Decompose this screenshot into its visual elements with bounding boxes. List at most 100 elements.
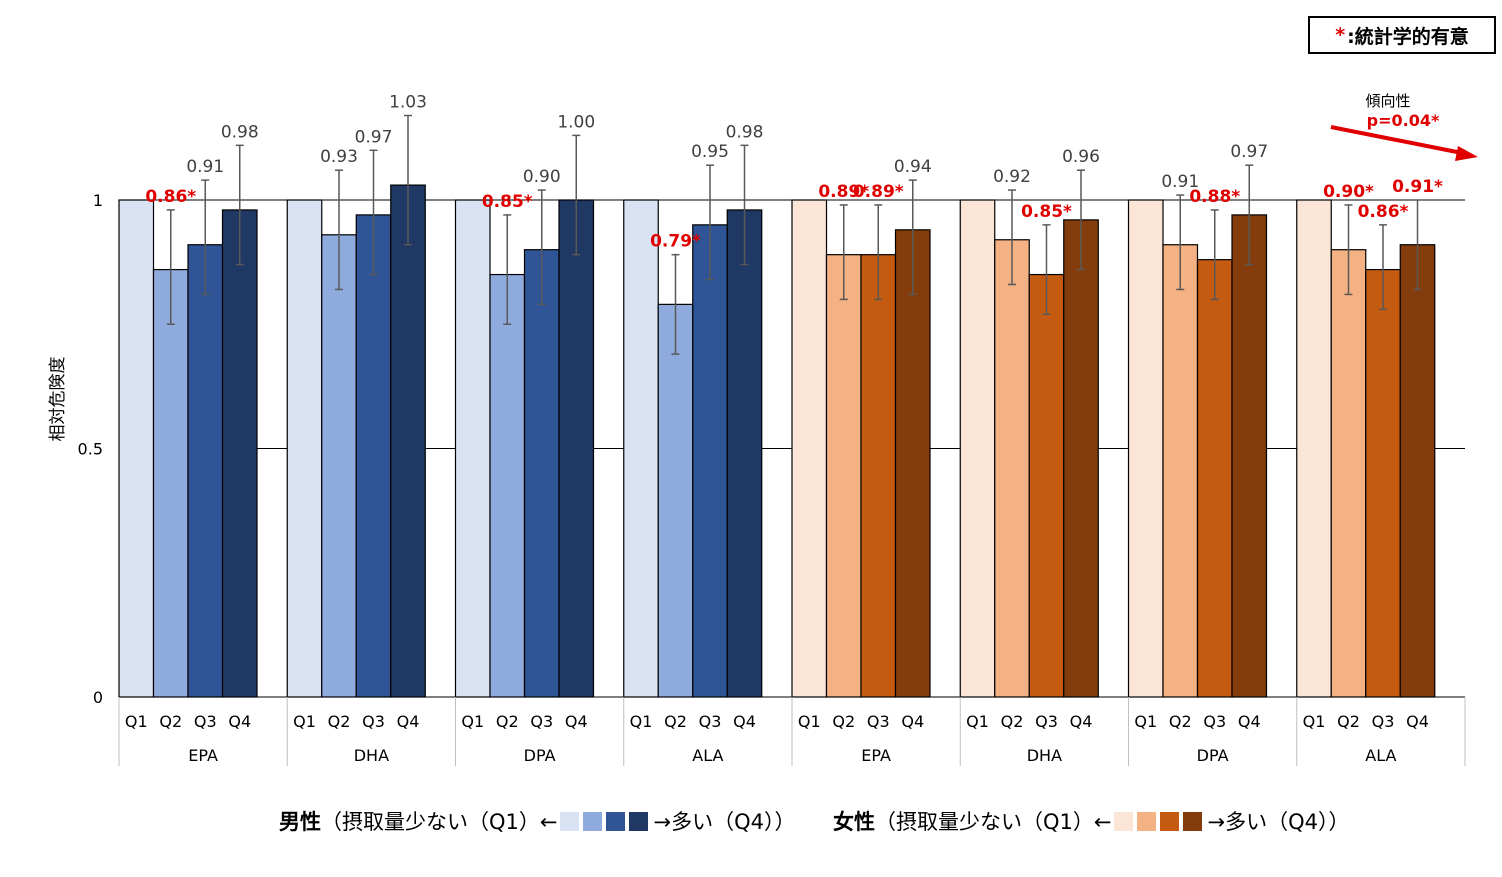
data-label: 0.79* (650, 232, 701, 252)
bar-male-dha-q4 (390, 184, 426, 698)
quartile-tick-label: Q2 (664, 712, 687, 731)
legend-male-sex: 男性 (279, 810, 321, 834)
bars (118, 184, 1436, 698)
legend-male-text-after: →多い（Q4）） (653, 810, 796, 834)
bar-male-ala-q4 (726, 209, 763, 698)
significance-text: :統計学的有意 (1347, 25, 1469, 48)
bar-female-ala-q2 (1330, 249, 1367, 698)
bar-female-dpa-q1 (1127, 199, 1164, 698)
data-label: 0.90 (523, 167, 561, 187)
error-bars (166, 114, 1422, 355)
bar-male-dpa-q4 (558, 199, 595, 698)
legend-male-swatches (559, 811, 652, 831)
bar-male-ala-q3 (692, 224, 728, 698)
bar-female-epa-q2 (825, 254, 862, 698)
bar-male-dpa-q3 (523, 249, 560, 698)
legend-female-sex: 女性 (833, 810, 875, 834)
legend-female-swatch-q3 (1159, 811, 1179, 831)
legend-male-swatch-q2 (582, 811, 602, 831)
bar-female-epa-q3 (860, 254, 897, 698)
quartile-tick-label: Q2 (832, 712, 855, 731)
legend-male-swatch-q3 (605, 811, 625, 831)
bar-female-dha-q3 (1028, 273, 1065, 698)
data-label: 0.91 (1161, 172, 1199, 192)
legend-female-swatch-q1 (1113, 811, 1133, 831)
bar-female-ala-q1 (1296, 199, 1332, 698)
nutrient-label: DPA (524, 746, 556, 765)
data-label: 0.88* (1189, 187, 1240, 207)
bar-male-ala-q2 (657, 303, 694, 698)
bar-male-dha-q2 (321, 234, 357, 698)
trend-arrow-line (1330, 125, 1463, 155)
quartile-tick-label: Q2 (159, 712, 182, 731)
data-label: 0.98 (726, 122, 764, 142)
quartile-tick-label: Q4 (397, 712, 420, 731)
data-label: 0.94 (894, 157, 932, 177)
trend-label: 傾向性 (1365, 92, 1410, 110)
bar-female-dpa-q2 (1162, 244, 1199, 698)
quartile-tick-label: Q1 (1303, 712, 1326, 731)
bar-male-dpa-q1 (454, 199, 491, 698)
data-label: 0.91 (186, 157, 224, 177)
quartile-tick-label: Q4 (901, 712, 924, 731)
trend-annotation: 傾向性 p=0.04* (1330, 92, 1478, 161)
axes: 0 0.5 1 相対危険度 Q1 Q2 Q3 Q4 EPA Q1 Q2 Q3 Q4 DHA Q1 Q2 Q3 Q4… (48, 191, 1466, 766)
legend-male-swatch-q4 (628, 811, 648, 831)
bar-female-dha-q2 (994, 239, 1030, 698)
quartile-tick-label: Q4 (228, 712, 251, 731)
data-label: 1.03 (389, 93, 427, 113)
quartile-tick-label: Q1 (798, 712, 821, 731)
quartile-tick-label: Q4 (1238, 712, 1261, 731)
bar-male-epa-q3 (187, 244, 224, 698)
quartile-tick-label: Q1 (1134, 712, 1157, 731)
quartile-tick-label: Q2 (1169, 712, 1192, 731)
y-axis-label: 相対危険度 (48, 357, 68, 442)
significance-star: * (1335, 24, 1346, 46)
quartile-tick-label: Q4 (1406, 712, 1429, 731)
data-label: 0.93 (320, 147, 358, 167)
data-label: 0.91* (1392, 177, 1443, 197)
legend-female-swatch-q2 (1136, 811, 1156, 831)
data-label: 1.00 (557, 112, 595, 132)
bar-male-epa-q2 (152, 268, 189, 698)
quartile-tick-label: Q1 (966, 712, 989, 731)
bar-male-dpa-q2 (489, 273, 526, 698)
quartile-tick-label: Q3 (867, 712, 890, 731)
data-label: 0.95 (691, 142, 729, 162)
quartile-tick-label: Q3 (699, 712, 722, 731)
quartile-tick-label: Q2 (1001, 712, 1024, 731)
nutrient-label: DHA (1027, 746, 1062, 765)
y-tick-label: 1 (93, 191, 103, 210)
nutrient-label: DPA (1197, 746, 1229, 765)
data-label: 0.85* (482, 192, 533, 212)
legend-male-swatch-q1 (559, 811, 579, 831)
data-labels: 0.86*0.910.980.930.971.030.85*0.901.000.… (145, 93, 1443, 252)
quartile-tick-label: Q1 (461, 712, 484, 731)
legend-male-text-before: （摂取量少ない（Q1）← (321, 810, 558, 834)
bar-male-epa-q1 (118, 199, 155, 698)
bar-female-dha-q1 (959, 199, 996, 698)
data-label: 0.89* (818, 182, 869, 202)
quartile-tick-label: Q3 (1035, 712, 1058, 731)
bar-male-dha-q3 (355, 214, 392, 698)
data-label: 0.92 (993, 167, 1031, 187)
bar-female-dha-q4 (1063, 219, 1099, 698)
nutrient-label: DHA (354, 746, 389, 765)
legend-female-text-after: →多い（Q4）） (1207, 810, 1350, 834)
quartile-tick-label: Q1 (630, 712, 653, 731)
legend-female-text-before: （摂取量少ない（Q1）← (875, 810, 1112, 834)
quartile-tick-label: Q4 (1070, 712, 1093, 731)
legend-female-swatch-q4 (1182, 811, 1202, 831)
quartile-tick-label: Q3 (194, 712, 217, 731)
legend-female-swatches (1113, 811, 1206, 831)
legend-male: 男性 （摂取量少ない（Q1）← →多い（Q4）） (279, 806, 796, 836)
quartile-tick-label: Q2 (328, 712, 351, 731)
quartile-tick-label: Q3 (530, 712, 553, 731)
bar-female-dpa-q4 (1231, 214, 1268, 698)
y-tick-label: 0.5 (78, 440, 103, 459)
data-label: 0.96 (1062, 147, 1100, 167)
quartile-tick-label: Q1 (293, 712, 316, 731)
data-label: 0.90* (1323, 182, 1374, 202)
data-label: 0.98 (221, 122, 259, 142)
